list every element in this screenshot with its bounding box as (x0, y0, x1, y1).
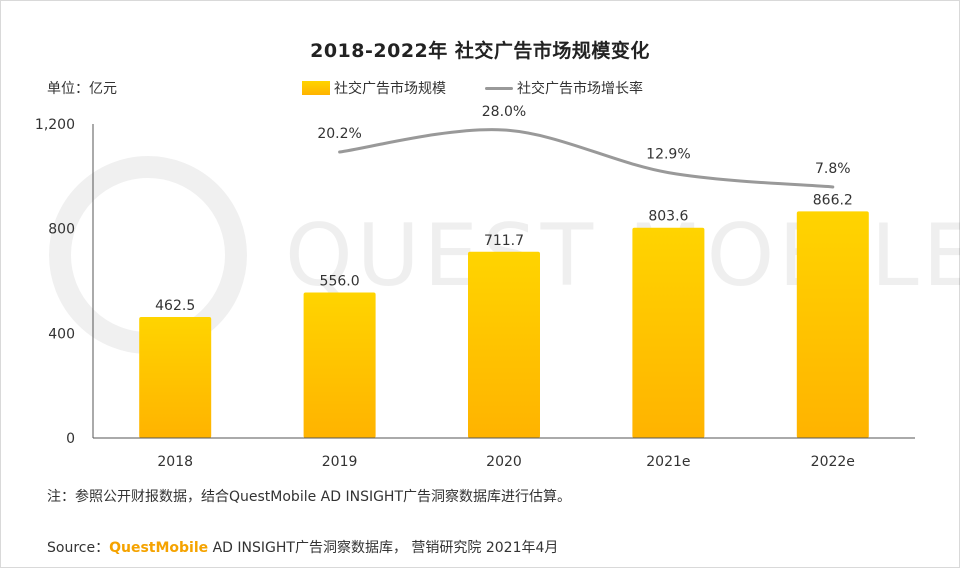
growth-rate-label: 12.9% (646, 147, 690, 163)
legend-line-label: 社交广告市场增长率 (517, 81, 643, 97)
x-tick-label: 2018 (157, 454, 193, 470)
x-tick-label: 2019 (322, 454, 358, 470)
bar (139, 316, 212, 438)
growth-rate-label: 20.2% (317, 126, 361, 142)
growth-line: 20.2% 28.0% 12.9% 7.8% (317, 104, 851, 189)
bar (632, 227, 705, 438)
x-tick-label: 2022e (811, 454, 855, 470)
source-brand: QuestMobile (109, 540, 209, 556)
y-tick-label: 1,200 (35, 117, 75, 133)
x-tick-label: 2020 (486, 454, 522, 470)
y-tick-label: 0 (66, 431, 75, 447)
chart-title: 2018-2022年 社交广告市场规模变化 (310, 40, 650, 62)
y-tick-label: 800 (48, 222, 75, 238)
source-rest: AD INSIGHT广告洞察数据库， 营销研究院 2021年4月 (208, 540, 559, 556)
bar-value-label: 803.6 (648, 209, 688, 225)
unit-label: 单位：亿元 (47, 81, 117, 97)
bar (468, 251, 540, 438)
y-tick-label: 400 (48, 326, 75, 342)
bar (303, 292, 376, 438)
bars: 462.5 556.0 711.7 803.6 866.2 (139, 192, 869, 438)
legend-bar-label: 社交广告市场规模 (334, 81, 446, 97)
bar-value-label: 711.7 (484, 233, 524, 249)
y-axis: 0 400 800 1,200 (35, 117, 94, 447)
growth-line-path (338, 128, 835, 189)
growth-rate-label: 28.0% (482, 104, 526, 120)
bar-value-label: 462.5 (155, 298, 195, 314)
bar-value-label: 866.2 (813, 192, 853, 208)
bar (796, 211, 869, 438)
source-prefix: Source： (47, 540, 110, 556)
legend-bar-swatch (302, 81, 330, 95)
bar-value-label: 556.0 (320, 274, 360, 290)
footnote: 注：参照公开财报数据，结合QuestMobile AD INSIGHT广告洞察数… (47, 489, 572, 505)
x-tick-label: 2021e (646, 454, 690, 470)
source-line: Source：QuestMobile AD INSIGHT广告洞察数据库， 营销… (47, 537, 558, 557)
legend-item-bar: 社交广告市场规模 (302, 78, 446, 98)
legend-item-line: 社交广告市场增长率 (485, 78, 643, 98)
growth-rate-label: 7.8% (815, 161, 851, 177)
legend-line-swatch (485, 86, 513, 90)
x-axis: 2018 2019 2020 2021e 2022e (93, 437, 915, 470)
